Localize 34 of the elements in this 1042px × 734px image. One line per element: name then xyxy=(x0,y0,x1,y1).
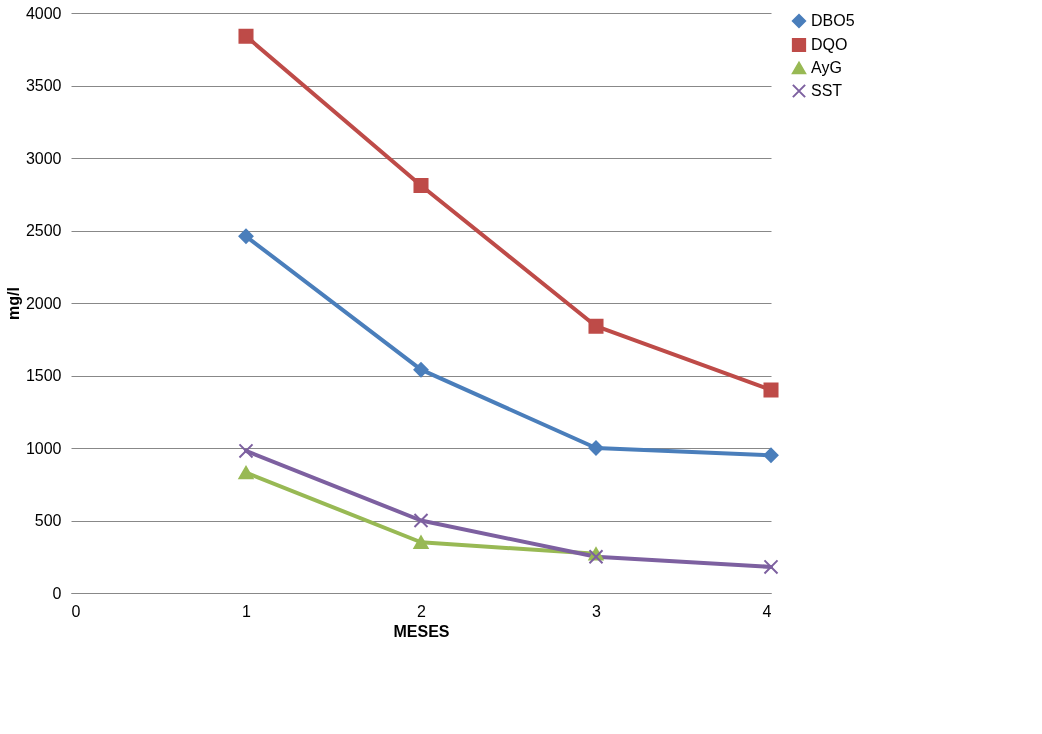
point xyxy=(413,535,429,549)
y-tick-label: 2000 xyxy=(25,294,62,312)
legend-label: SST xyxy=(811,82,843,99)
point xyxy=(413,512,429,529)
y-tick-label: 2500 xyxy=(25,222,62,239)
y-tick-label: 1500 xyxy=(25,367,62,384)
x-tick-label: 3 xyxy=(592,602,602,620)
y-tick-label: 4000 xyxy=(25,4,62,22)
point xyxy=(588,440,604,456)
legend-label: DBO5 xyxy=(811,12,855,29)
x-tick-label: 2 xyxy=(417,602,427,620)
y-tick-label: 3000 xyxy=(25,149,62,167)
y-tick-label: 1000 xyxy=(25,439,62,457)
x-axis-title: MESES xyxy=(393,622,450,640)
legend-label: DQO xyxy=(811,36,848,53)
point xyxy=(763,382,779,398)
point xyxy=(763,559,779,575)
x-tick-label: 0 xyxy=(71,602,81,620)
point xyxy=(588,318,604,334)
y-axis-title: mg/l xyxy=(4,287,22,320)
point xyxy=(238,466,254,480)
point xyxy=(238,28,254,44)
point xyxy=(413,362,429,378)
point xyxy=(238,443,254,459)
point xyxy=(413,178,429,194)
point xyxy=(588,549,604,565)
point xyxy=(763,447,779,463)
y-tick-label: 500 xyxy=(34,512,62,529)
legend-label: AyG xyxy=(811,59,842,76)
y-tick-label: 3500 xyxy=(25,77,62,94)
x-tick-label: 1 xyxy=(242,602,252,620)
x-tick-label: 4 xyxy=(762,602,772,620)
y-tick-label: 0 xyxy=(52,584,62,602)
point xyxy=(238,228,254,244)
